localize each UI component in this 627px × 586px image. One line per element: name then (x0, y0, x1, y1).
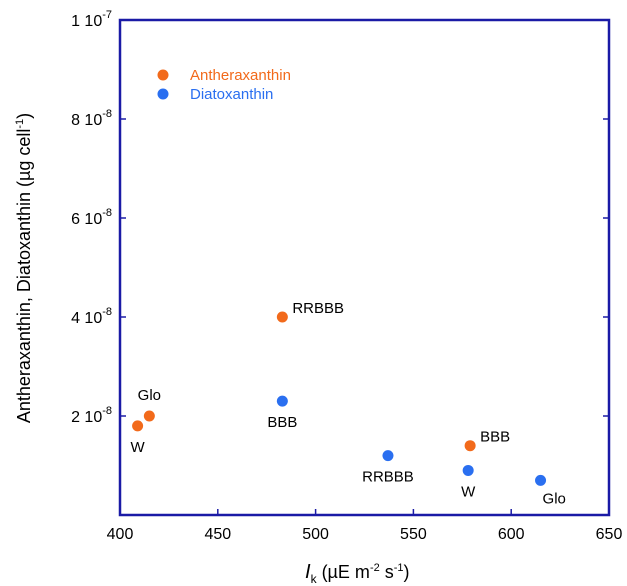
x-tick-label: 500 (302, 526, 329, 543)
point-labels: W Glo RRBBB BBB BBB RRBBB W Glo (131, 300, 566, 507)
point-label: Glo (138, 387, 161, 404)
data-point (143, 410, 155, 422)
legend: Antheraxanthin Diatoxanthin (157, 67, 291, 103)
x-tick-label: 650 (596, 526, 623, 543)
plot-frame (118, 18, 611, 517)
y-tick-label: 1 10-7 (71, 9, 112, 30)
y-tick-label: 4 10-8 (71, 306, 112, 327)
ticks: 400 450 500 550 600 650 2 10-8 4 10-8 6 10-8 8 10… (71, 9, 622, 543)
data-point (382, 450, 394, 462)
axes (118, 18, 611, 517)
point-label: BBB (480, 429, 510, 446)
data-points (132, 311, 547, 486)
data-point (535, 474, 547, 486)
y-tick-label: 6 10-8 (71, 207, 112, 228)
point-label: RRBBB (362, 469, 414, 486)
data-point (276, 311, 288, 323)
y-tick-label: 8 10-8 (71, 108, 112, 129)
data-point (132, 420, 144, 432)
point-label: W (131, 439, 146, 456)
data-point (462, 464, 474, 476)
y-axis-title: Antheraxanthin, Diatoxanthin (µg cell-1) (14, 113, 34, 423)
point-label: BBB (267, 414, 297, 431)
y-tick-label: 2 10-8 (71, 405, 112, 426)
data-point (464, 440, 476, 452)
legend-label: Antheraxanthin (190, 67, 291, 84)
x-tick-label: 600 (498, 526, 525, 543)
x-tick-label: 400 (107, 526, 134, 543)
x-tick-label: 550 (400, 526, 427, 543)
point-label: W (461, 483, 476, 500)
x-axis-title: Ik (µE m-2 s-1) (305, 561, 410, 586)
legend-marker (157, 88, 169, 100)
legend-marker (157, 69, 169, 81)
data-point (276, 395, 288, 407)
point-label: Glo (543, 490, 566, 507)
legend-label: Diatoxanthin (190, 86, 273, 103)
point-label: RRBBB (292, 300, 344, 317)
x-tick-label: 450 (204, 526, 231, 543)
